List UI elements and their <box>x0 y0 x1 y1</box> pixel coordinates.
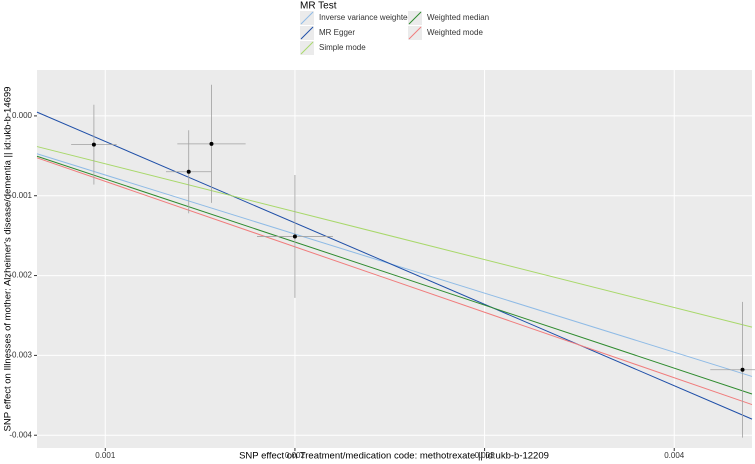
point <box>740 367 745 372</box>
legend-swatch <box>408 26 422 40</box>
legend-label: Weighted median <box>427 13 489 22</box>
plot-panel <box>37 70 752 448</box>
y-tick-label: -0.004 <box>9 430 32 439</box>
regression-line <box>36 155 753 395</box>
y-tick-label: 0.000 <box>12 111 33 120</box>
legend-swatch <box>300 26 314 40</box>
x-tick-label: 0.002 <box>285 451 306 460</box>
y-tick-label: -0.003 <box>9 351 32 360</box>
x-tick-label: 0.004 <box>664 451 685 460</box>
legend-label: MR Egger <box>319 28 355 37</box>
point <box>209 141 214 146</box>
point <box>186 169 191 174</box>
regression-line <box>36 111 753 420</box>
legend-swatch <box>300 11 314 25</box>
x-tick-label: 0.003 <box>475 451 496 460</box>
regression-line <box>36 157 753 406</box>
legend-label: Weighted mode <box>427 28 483 37</box>
legend-swatch <box>300 41 314 55</box>
legend-label: Inverse variance weighted <box>319 13 412 22</box>
regression-line <box>36 153 753 377</box>
regression-line <box>36 146 753 328</box>
x-axis-label: SNP effect on Treatment/medication code:… <box>239 451 549 462</box>
legend-title: MR Test <box>300 1 337 12</box>
legend-swatch <box>408 11 422 25</box>
legend-label: Simple mode <box>319 43 366 52</box>
point <box>91 142 96 147</box>
y-tick-label: -0.001 <box>9 191 32 200</box>
y-axis-label: SNP effect on Illnesses of mother: Alzhe… <box>3 87 14 432</box>
point <box>292 234 297 239</box>
y-tick-label: -0.002 <box>9 271 32 280</box>
x-tick-label: 0.001 <box>95 451 116 460</box>
